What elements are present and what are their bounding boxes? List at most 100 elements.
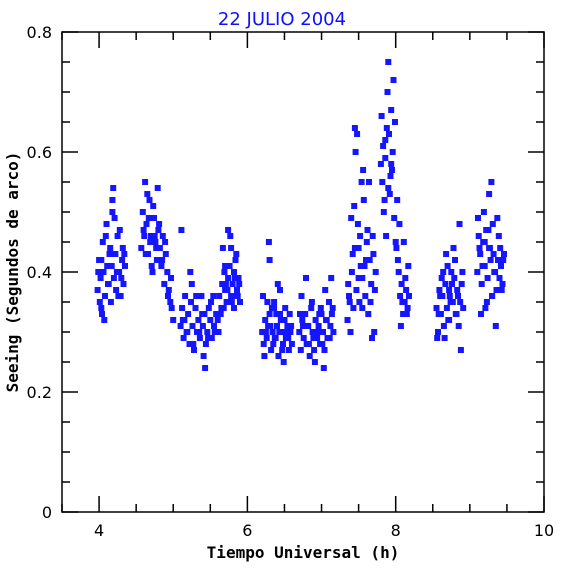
data-point (448, 269, 455, 275)
data-point (359, 305, 366, 311)
data-point (99, 239, 106, 245)
data-point (455, 293, 461, 299)
data-point (267, 323, 274, 329)
data-point (396, 221, 403, 227)
x-tick-label: 8 (391, 521, 401, 540)
data-point (390, 77, 397, 83)
data-point (234, 287, 240, 293)
data-point (367, 299, 374, 305)
data-point (494, 215, 501, 221)
data-point (259, 329, 266, 335)
data-point (323, 317, 330, 323)
data-point (213, 311, 220, 317)
data-point (114, 233, 121, 239)
data-point (263, 335, 270, 341)
data-point (436, 287, 443, 293)
data-point (165, 293, 171, 299)
data-point (202, 341, 209, 347)
data-point (355, 275, 362, 281)
data-point (486, 245, 493, 251)
data-point (190, 341, 197, 347)
data-point (484, 275, 491, 281)
data-point (97, 275, 104, 281)
data-point (276, 329, 283, 335)
data-point (119, 245, 126, 251)
data-point (365, 311, 372, 317)
data-point (451, 275, 458, 281)
data-point (320, 329, 326, 335)
data-point (392, 239, 399, 245)
data-point (281, 317, 288, 323)
data-point (121, 251, 128, 257)
data-point (142, 251, 149, 257)
x-tick-label: 6 (242, 521, 252, 540)
data-point (389, 167, 395, 173)
data-point (456, 221, 463, 227)
data-point (283, 329, 290, 335)
data-point (397, 323, 404, 329)
data-point (312, 317, 319, 323)
data-point (363, 257, 369, 263)
data-point (233, 251, 240, 257)
data-point (496, 275, 503, 281)
data-point (453, 311, 460, 317)
data-point (477, 251, 484, 257)
data-point (112, 251, 119, 257)
data-point (282, 305, 289, 311)
data-point (265, 239, 272, 245)
data-point (389, 149, 396, 155)
data-point (495, 233, 502, 239)
data-point (366, 257, 373, 263)
data-point (383, 233, 390, 239)
data-point (274, 281, 281, 287)
data-point (353, 287, 360, 293)
data-point (385, 185, 392, 191)
data-point (404, 305, 411, 311)
data-point (298, 293, 305, 299)
data-point (148, 263, 155, 269)
data-point (227, 233, 234, 239)
data-point (228, 245, 235, 251)
data-point (223, 299, 230, 305)
data-point (449, 281, 455, 287)
data-point (328, 311, 335, 317)
data-point (148, 233, 154, 239)
data-point (382, 155, 389, 161)
data-point (370, 251, 377, 257)
data-point (369, 335, 375, 341)
data-point (444, 263, 451, 269)
data-point (196, 329, 203, 335)
data-point (262, 317, 269, 323)
data-point (347, 329, 354, 335)
data-point (205, 335, 212, 341)
data-point (388, 161, 395, 167)
data-point (497, 245, 504, 251)
data-point (95, 269, 102, 275)
data-point (102, 293, 108, 299)
data-point (275, 353, 282, 359)
data-point (482, 305, 489, 311)
data-point (151, 233, 158, 239)
y-tick-label: 0.4 (27, 263, 52, 282)
data-point (346, 299, 353, 305)
data-point (158, 263, 165, 269)
data-point (161, 281, 168, 287)
data-point (159, 233, 166, 239)
data-point (222, 263, 229, 269)
data-point (199, 311, 206, 317)
data-point (208, 335, 215, 341)
data-point (147, 239, 154, 245)
data-point (372, 269, 379, 275)
x-axis-label: Tiempo Universal (h) (207, 543, 400, 562)
data-point (308, 305, 315, 311)
data-point (109, 197, 116, 203)
data-point (328, 275, 335, 281)
data-point (180, 335, 187, 341)
data-point (319, 341, 326, 347)
data-point (288, 341, 295, 347)
data-point (277, 317, 284, 323)
data-point (285, 335, 292, 341)
data-point (108, 263, 115, 269)
data-point (442, 281, 449, 287)
data-point (266, 257, 273, 263)
